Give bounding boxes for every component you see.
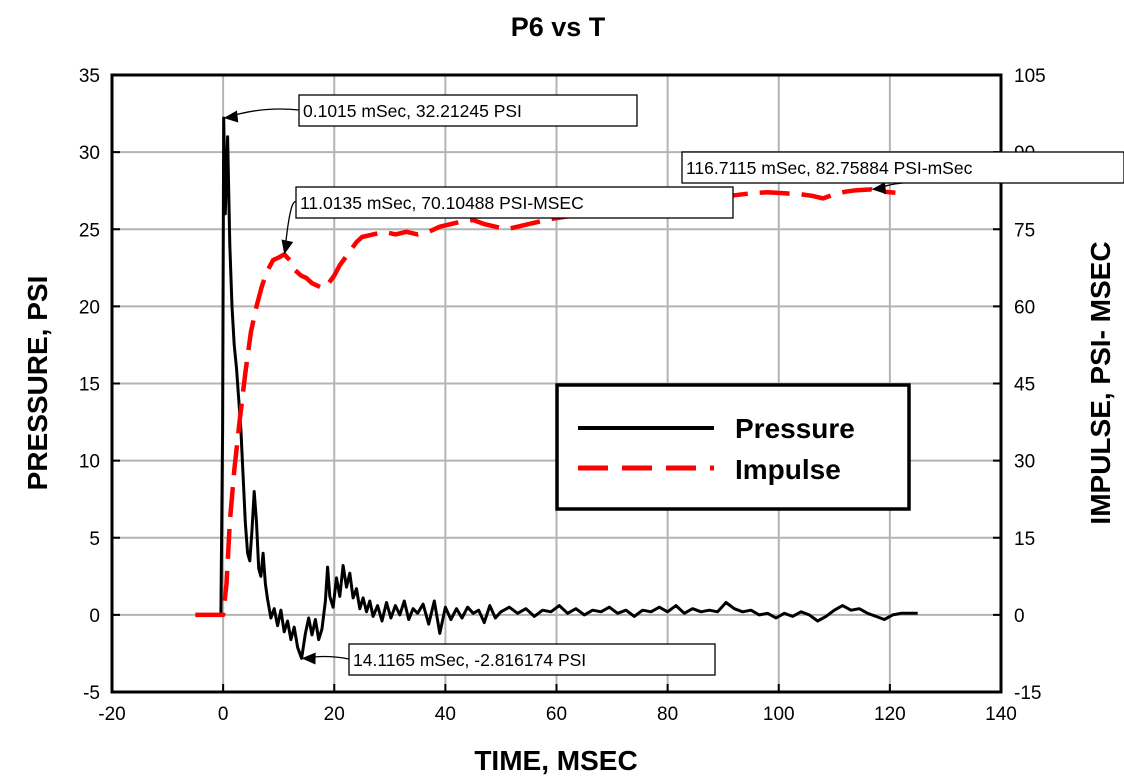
annotation-box <box>681 151 1124 184</box>
annotation: 0.1015 mSec, 32.21245 PSI <box>223 94 638 127</box>
x-axis-label: TIME, MSEC <box>474 745 637 776</box>
y2-tick-label: 30 <box>1014 452 1035 473</box>
x-tick-label: 140 <box>985 704 1017 725</box>
annotation-box <box>348 643 716 676</box>
x-axis-ticks: -20 0 20 40 60 80 100 120 140 <box>98 684 1017 725</box>
annotation: 11.0135 mSec, 70.10488 PSI-MSEC <box>281 186 734 255</box>
y2-tick-label: 105 <box>1014 66 1046 87</box>
y-axis-label: PRESSURE, PSI <box>22 276 53 491</box>
y2-axis-ticks: -150153045607590105 <box>993 66 1046 704</box>
x-tick-label: 0 <box>218 704 229 725</box>
y2-tick-label: 60 <box>1014 297 1035 318</box>
y-tick-label: 35 <box>79 66 100 87</box>
annotations-layer: 0.1015 mSec, 32.21245 PSI 11.0135 mSec, 7… <box>223 94 1124 676</box>
annotation-arrowhead <box>281 239 294 255</box>
y-tick-label: 25 <box>79 220 100 241</box>
chart-title: P6 vs T <box>511 12 606 42</box>
x-tick-label: 40 <box>435 704 456 725</box>
x-tick-label: 20 <box>324 704 345 725</box>
annotation-label: 116.7115 mSec, 82.75884 PSI-mSec <box>686 158 973 178</box>
annotation: 116.7115 mSec, 82.75884 PSI-mSec <box>681 151 1124 195</box>
annotation-box <box>295 186 734 219</box>
y2-tick-label: 45 <box>1014 375 1035 396</box>
y2-tick-label: -15 <box>1014 683 1041 704</box>
series-layer <box>195 116 918 660</box>
series-line-impulse <box>195 187 896 618</box>
x-tick-label: -20 <box>98 704 125 725</box>
y-tick-label: -5 <box>83 683 100 704</box>
x-tick-label: 80 <box>657 704 678 725</box>
y2-axis-label: IMPULSE, PSI- MSEC <box>1085 241 1116 524</box>
y2-tick-label: 0 <box>1014 606 1025 627</box>
legend-label-impulse: Impulse <box>735 454 841 485</box>
y2-tick-label: 75 <box>1014 220 1035 241</box>
x-tick-label: 120 <box>874 704 906 725</box>
y2-tick-label: 15 <box>1014 529 1035 550</box>
legend-label-pressure: Pressure <box>735 413 855 444</box>
y-tick-label: 5 <box>89 529 100 550</box>
annotation-box <box>298 94 638 127</box>
y-tick-label: 0 <box>89 606 100 627</box>
y-tick-label: 15 <box>79 375 100 396</box>
x-tick-label: 100 <box>763 704 795 725</box>
series-line-pressure <box>219 116 918 660</box>
y-axis-ticks: -5 0 5 10 15 20 25 30 35 <box>79 66 120 704</box>
y-tick-label: 30 <box>79 143 100 164</box>
y-tick-label: 20 <box>79 297 100 318</box>
x-tick-label: 60 <box>546 704 567 725</box>
y-tick-label: 10 <box>79 452 100 473</box>
annotation-label: 14.1165 mSec, -2.816174 PSI <box>353 650 586 670</box>
annotation-label: 11.0135 mSec, 70.10488 PSI-MSEC <box>300 193 584 213</box>
annotation-arrowhead <box>871 182 887 195</box>
annotation: 14.1165 mSec, -2.816174 PSI <box>301 643 716 676</box>
annotation-arrowhead <box>223 110 239 123</box>
legend: Pressure Impulse <box>555 383 911 511</box>
annotation-label: 0.1015 mSec, 32.21245 PSI <box>303 101 522 121</box>
legend-box <box>555 383 911 511</box>
annotation-arrowhead <box>301 652 316 665</box>
